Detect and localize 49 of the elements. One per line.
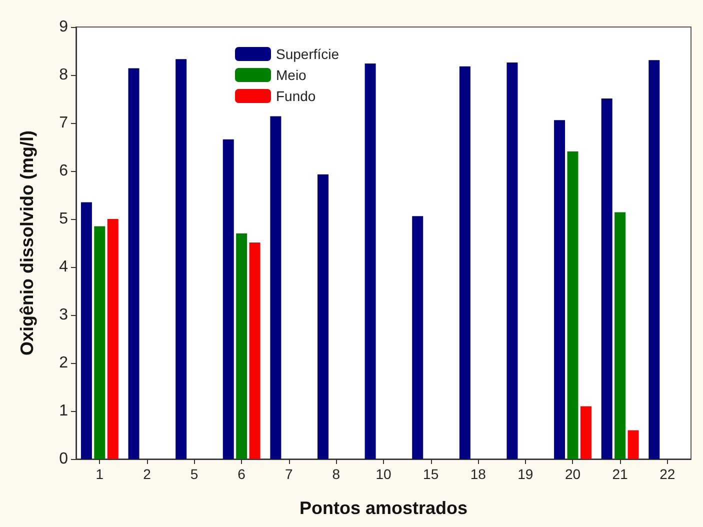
x-tick-label: 18 xyxy=(470,466,486,482)
bar xyxy=(614,212,626,459)
bar xyxy=(648,60,660,459)
bar xyxy=(364,63,376,459)
bar xyxy=(506,62,518,459)
y-tick-label: 0 xyxy=(59,450,68,468)
y-axis-title: Oxigênio dissolvido (mg/l) xyxy=(17,130,37,356)
bar xyxy=(628,430,639,459)
y-tick-label: 8 xyxy=(59,66,68,84)
x-tick-label: 10 xyxy=(376,466,392,482)
bar xyxy=(554,120,566,459)
x-tick-label: 7 xyxy=(284,466,293,482)
x-tick-label: 22 xyxy=(660,466,676,482)
bar xyxy=(459,66,470,459)
bar xyxy=(236,233,248,459)
x-tick-label: 8 xyxy=(332,466,340,482)
legend-label: Meio xyxy=(276,67,307,83)
x-tick-label: 19 xyxy=(518,466,534,482)
legend-label: Fundo xyxy=(276,88,316,104)
x-tick-label: 1 xyxy=(96,466,104,482)
bar xyxy=(270,116,282,459)
bar xyxy=(176,59,187,459)
bar xyxy=(128,68,140,459)
x-tick-label: 5 xyxy=(190,466,198,482)
x-tick-label: 2 xyxy=(143,466,152,482)
bar xyxy=(222,139,234,459)
bar xyxy=(249,242,260,459)
y-tick-label: 5 xyxy=(59,210,68,228)
legend-label: Superfície xyxy=(276,46,340,62)
bar xyxy=(567,151,578,459)
y-tick-label: 3 xyxy=(59,306,68,324)
x-tick-label: 21 xyxy=(612,466,628,482)
bar xyxy=(601,98,612,459)
y-tick-label: 7 xyxy=(59,114,68,132)
bar xyxy=(412,216,424,459)
bar xyxy=(94,226,106,459)
x-tick-label: 6 xyxy=(238,466,246,482)
bar xyxy=(317,174,328,459)
bar xyxy=(80,202,92,459)
x-tick-label: 20 xyxy=(564,466,581,482)
bar xyxy=(107,219,118,459)
y-tick-label: 4 xyxy=(59,258,68,276)
y-tick-label: 6 xyxy=(59,162,68,180)
bar xyxy=(580,406,592,459)
y-tick-label: 1 xyxy=(59,402,68,420)
y-tick-label: 9 xyxy=(59,18,68,36)
x-tick-label: 15 xyxy=(423,466,439,482)
x-axis-title: Pontos amostrados xyxy=(299,498,468,518)
y-tick-label: 2 xyxy=(59,354,68,372)
